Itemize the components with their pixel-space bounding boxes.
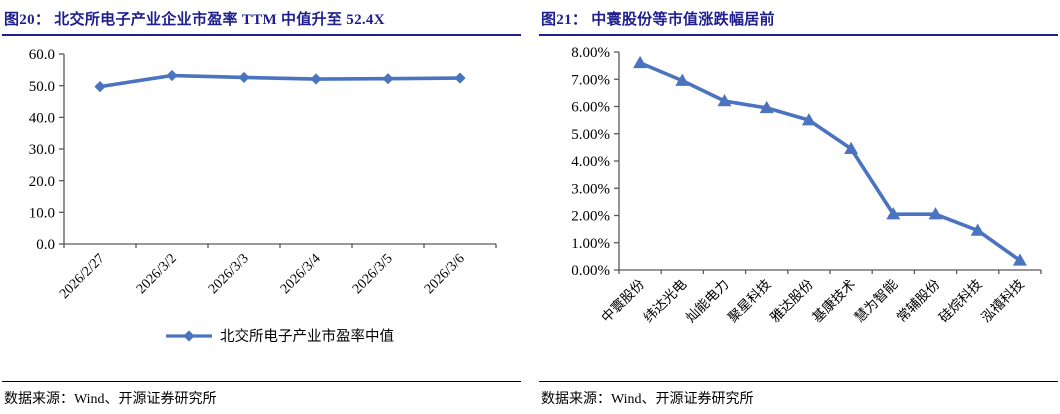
y-tick-label: 4.00% (571, 154, 610, 170)
y-tick-label: 20.0 (29, 174, 55, 190)
data-point-diamond-marker (382, 73, 394, 85)
figure-20-title: 图20： 北交所电子产业企业市盈率 TTM 中值升至 52.4X (4, 12, 385, 28)
data-point-diamond-marker (183, 330, 195, 342)
data-point-triangle-marker (1012, 253, 1027, 266)
data-point-triangle-marker (717, 94, 732, 107)
x-tick-label: 聚星科技 (725, 276, 774, 325)
y-tick-label: 1.00% (571, 236, 610, 252)
x-tick-label: 2026/3/2 (134, 251, 180, 297)
series-line (638, 61, 1022, 263)
data-point-triangle-marker (633, 55, 648, 69)
y-tick-label: 8.00% (571, 45, 610, 61)
y-tick-label: 60.0 (29, 47, 55, 63)
data-point-triangle-marker (928, 207, 943, 220)
figure-21-title: 图21： 中寰股份等市值涨跌幅居前 (541, 12, 775, 28)
x-tick-label: 2026/3/3 (206, 251, 252, 297)
data-point-triangle-marker (801, 113, 816, 126)
x-tick-label: 雅达股份 (767, 276, 816, 325)
legend-label: 北交所电子产业市盈率中值 (220, 327, 394, 345)
x-tick-label: 硅烷科技 (936, 276, 985, 325)
y-tick-label: 50.0 (29, 79, 55, 95)
y-tick-label: 0.00% (571, 263, 610, 279)
data-point-triangle-marker (886, 207, 901, 220)
figure-21-source: 数据来源：Wind、开源证券研究所 (539, 381, 1058, 414)
data-point-triangle-marker (970, 223, 985, 236)
market-cap-change-line-chart: 0.00% 1.00% 2.00% 3.00% 4.00% 5.00% 6.00% 7.00%… (571, 45, 1042, 326)
figure-21-source-text: 数据来源：Wind、开源证券研究所 (541, 392, 754, 407)
y-tick-label: 2.00% (571, 209, 610, 225)
figure-20-title-rule (2, 34, 521, 36)
x-tick-label: 慧为智能 (852, 277, 901, 326)
y-tick-label: 5.00% (571, 127, 610, 143)
x-tick-label: 中寰股份 (598, 276, 647, 325)
y-tick-label: 0.0 (36, 237, 55, 253)
figure-20-source-text: 数据来源：Wind、开源证券研究所 (4, 392, 217, 407)
data-point-diamond-marker (238, 71, 250, 84)
data-point-diamond-marker (166, 69, 178, 82)
pe-ttm-median-line-chart: 0.0 10.0 20.0 30.0 40.0 50.0 60.0 2026/2/27 2026… (29, 47, 497, 345)
figure-20: 图20： 北交所电子产业企业市盈率 TTM 中值升至 52.4X 0.0 10.0… (2, 2, 521, 414)
x-tick-label: 纬达光电 (641, 277, 690, 326)
x-tick-label: 灿能电力 (683, 277, 732, 326)
figure-21-title-rule (539, 34, 1058, 36)
y-tick-label: 6.00% (571, 100, 610, 116)
data-point-triangle-marker (759, 100, 774, 114)
y-tick-label: 30.0 (29, 142, 55, 158)
y-tick-label: 7.00% (571, 72, 610, 88)
x-tick-label: 2026/3/6 (422, 251, 468, 297)
x-tick-label: 常辅股份 (894, 276, 943, 325)
data-point-triangle-marker (844, 141, 859, 154)
x-tick-label: 2026/2/27 (57, 251, 108, 302)
y-tick-label: 3.00% (571, 181, 610, 197)
x-tick-label: 2026/3/5 (350, 251, 396, 297)
data-point-diamond-marker (454, 72, 466, 84)
data-point-diamond-marker (94, 81, 106, 93)
figure-21: 图21： 中寰股份等市值涨跌幅居前 0.00% 1.00% 2.00% 3.00% 4.… (539, 2, 1058, 414)
y-tick-label: 10.0 (29, 205, 55, 221)
data-point-diamond-marker (310, 73, 322, 85)
x-tick-label: 泓禧科技 (978, 276, 1027, 325)
data-point-triangle-marker (675, 73, 690, 86)
x-tick-label: 基康技术 (809, 276, 858, 325)
chart-legend: 北交所电子产业市盈率中值 (166, 327, 394, 345)
figure-20-source: 数据来源：Wind、开源证券研究所 (2, 381, 521, 414)
x-tick-label: 2026/3/4 (278, 251, 324, 297)
series-line (98, 73, 462, 89)
y-tick-label: 40.0 (29, 110, 55, 126)
